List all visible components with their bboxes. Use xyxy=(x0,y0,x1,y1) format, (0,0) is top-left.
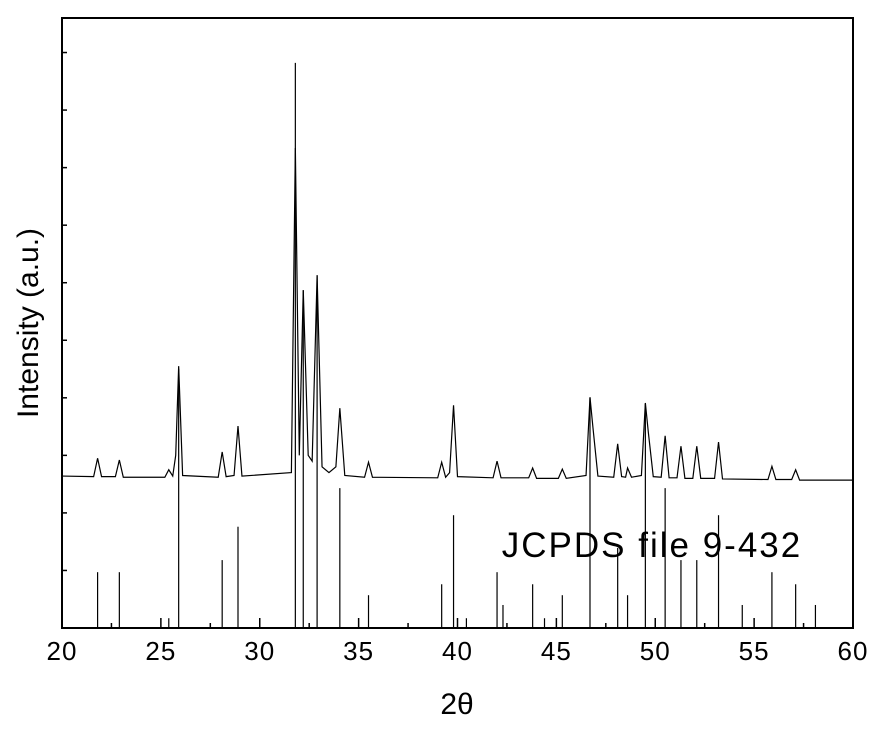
x-tick-label: 25 xyxy=(145,636,176,666)
x-tick-label: 50 xyxy=(640,636,671,666)
x-axis-label: 2θ xyxy=(440,688,473,721)
x-tick-label: 55 xyxy=(739,636,770,666)
y-axis-label: Intensity (a.u.) xyxy=(12,228,45,418)
pattern-line xyxy=(61,148,853,481)
x-tick-label: 40 xyxy=(442,636,473,666)
x-tick-label: 60 xyxy=(838,636,869,666)
x-tick-label: 20 xyxy=(47,636,78,666)
x-tick-label: 35 xyxy=(343,636,374,666)
x-tick-label: 30 xyxy=(244,636,275,666)
reference-label: JCPDS file 9-432 xyxy=(502,526,802,565)
x-tick-label: 45 xyxy=(541,636,572,666)
